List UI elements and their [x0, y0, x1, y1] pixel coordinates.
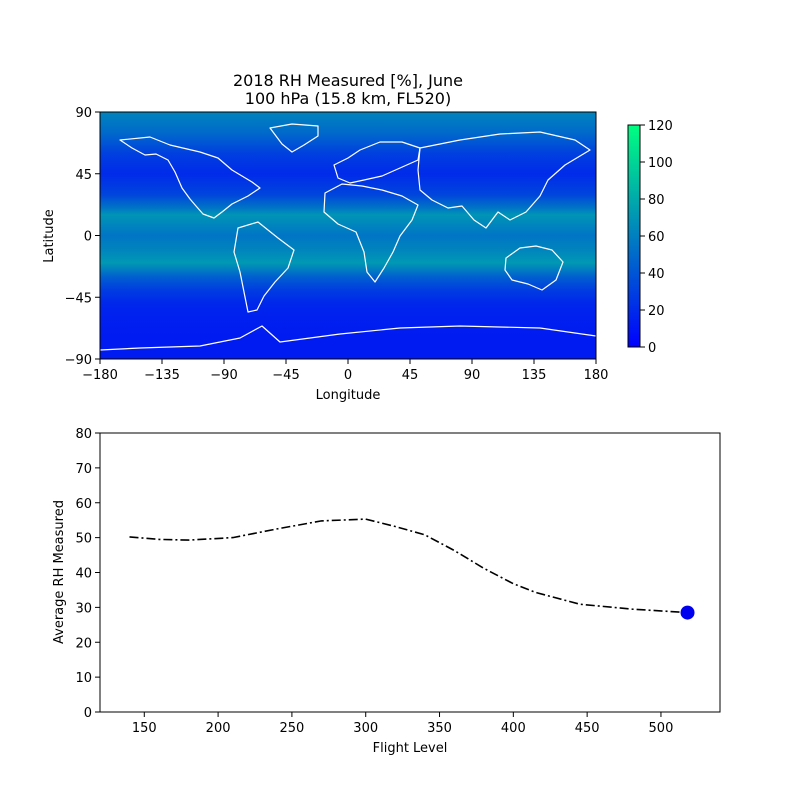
line-x-tick-label: 300 — [353, 721, 378, 736]
map-x-tick-label: 180 — [584, 368, 609, 383]
line-x-tick-label: 350 — [427, 721, 452, 736]
line-x-tick-label: 200 — [206, 721, 231, 736]
line-x-ticks: 150 200 250 300 350 400 450 500 — [132, 712, 673, 736]
map-x-tick-label: 135 — [522, 368, 547, 383]
coastline-asia — [417, 131, 591, 229]
coastline-africa — [323, 183, 419, 283]
map-x-tick-label: 0 — [344, 368, 352, 383]
colorbar-tick-label: 40 — [648, 267, 665, 282]
map-y-ticks: 90 45 0 −45 −90 — [65, 106, 100, 368]
colorbar-ticks: 120 100 80 60 40 20 0 — [640, 119, 673, 356]
line-y-tick-label: 10 — [75, 671, 92, 686]
colorbar — [627, 124, 641, 348]
coastline-greenland — [269, 123, 319, 153]
map-x-tick-label: 90 — [464, 368, 481, 383]
coastline-north-america — [119, 136, 261, 219]
line-y-tick-label: 0 — [84, 706, 92, 721]
map-y-tick-label: 0 — [84, 230, 92, 245]
rh-series-line — [129, 518, 688, 614]
colorbar-tick-label: 80 — [648, 193, 665, 208]
coastline-europe — [333, 141, 421, 184]
map-y-tick-label: −45 — [65, 291, 92, 306]
current-level-marker — [680, 605, 695, 620]
map-panel: 2018 RH Measured [%], June 100 hPa (15.8… — [42, 71, 673, 403]
map-x-tick-label: −135 — [144, 368, 180, 383]
colorbar-tick-label: 100 — [648, 156, 673, 171]
coastline-south-america — [233, 221, 295, 313]
map-x-label: Longitude — [316, 388, 381, 403]
rh-heatmap — [100, 112, 596, 359]
map-x-tick-label: −180 — [82, 368, 118, 383]
line-y-tick-label: 40 — [75, 567, 92, 582]
map-y-tick-label: 45 — [75, 168, 92, 183]
line-y-tick-label: 30 — [75, 601, 92, 616]
line-x-tick-label: 450 — [575, 721, 600, 736]
map-subtitle: 100 hPa (15.8 km, FL520) — [245, 89, 451, 108]
line-x-label: Flight Level — [373, 741, 448, 756]
map-x-tick-label: −45 — [272, 368, 299, 383]
colorbar-tick-label: 0 — [648, 341, 656, 356]
line-x-tick-label: 400 — [501, 721, 526, 736]
line-y-tick-label: 50 — [75, 532, 92, 547]
colorbar-tick-label: 20 — [648, 304, 665, 319]
map-y-label: Latitude — [42, 209, 57, 263]
coastlines — [100, 123, 596, 351]
line-y-ticks: 0 10 20 30 40 50 60 70 80 — [75, 427, 100, 721]
coastline-australia — [504, 245, 564, 291]
line-y-tick-label: 20 — [75, 636, 92, 651]
line-x-tick-label: 150 — [132, 721, 157, 736]
map-x-tick-label: −90 — [210, 368, 237, 383]
line-y-label: Average RH Measured — [52, 500, 67, 644]
colorbar-tick-label: 120 — [648, 119, 673, 134]
map-x-tick-label: 45 — [402, 368, 419, 383]
map-x-ticks: −180 −135 −90 −45 0 45 90 135 180 — [82, 359, 608, 383]
line-y-tick-label: 70 — [75, 462, 92, 477]
line-plot-frame — [99, 432, 721, 713]
map-title: 2018 RH Measured [%], June — [233, 71, 463, 90]
colorbar-tick-label: 60 — [648, 230, 665, 245]
line-x-tick-label: 500 — [649, 721, 674, 736]
coastline-antarctica — [100, 325, 596, 351]
map-y-tick-label: 90 — [75, 106, 92, 121]
map-y-tick-label: −90 — [65, 353, 92, 368]
line-x-tick-label: 250 — [279, 721, 304, 736]
line-y-tick-label: 80 — [75, 427, 92, 442]
line-panel: 150 200 250 300 350 400 450 500 0 10 20 30 40 50 60 70… — [52, 427, 721, 756]
line-y-tick-label: 60 — [75, 497, 92, 512]
